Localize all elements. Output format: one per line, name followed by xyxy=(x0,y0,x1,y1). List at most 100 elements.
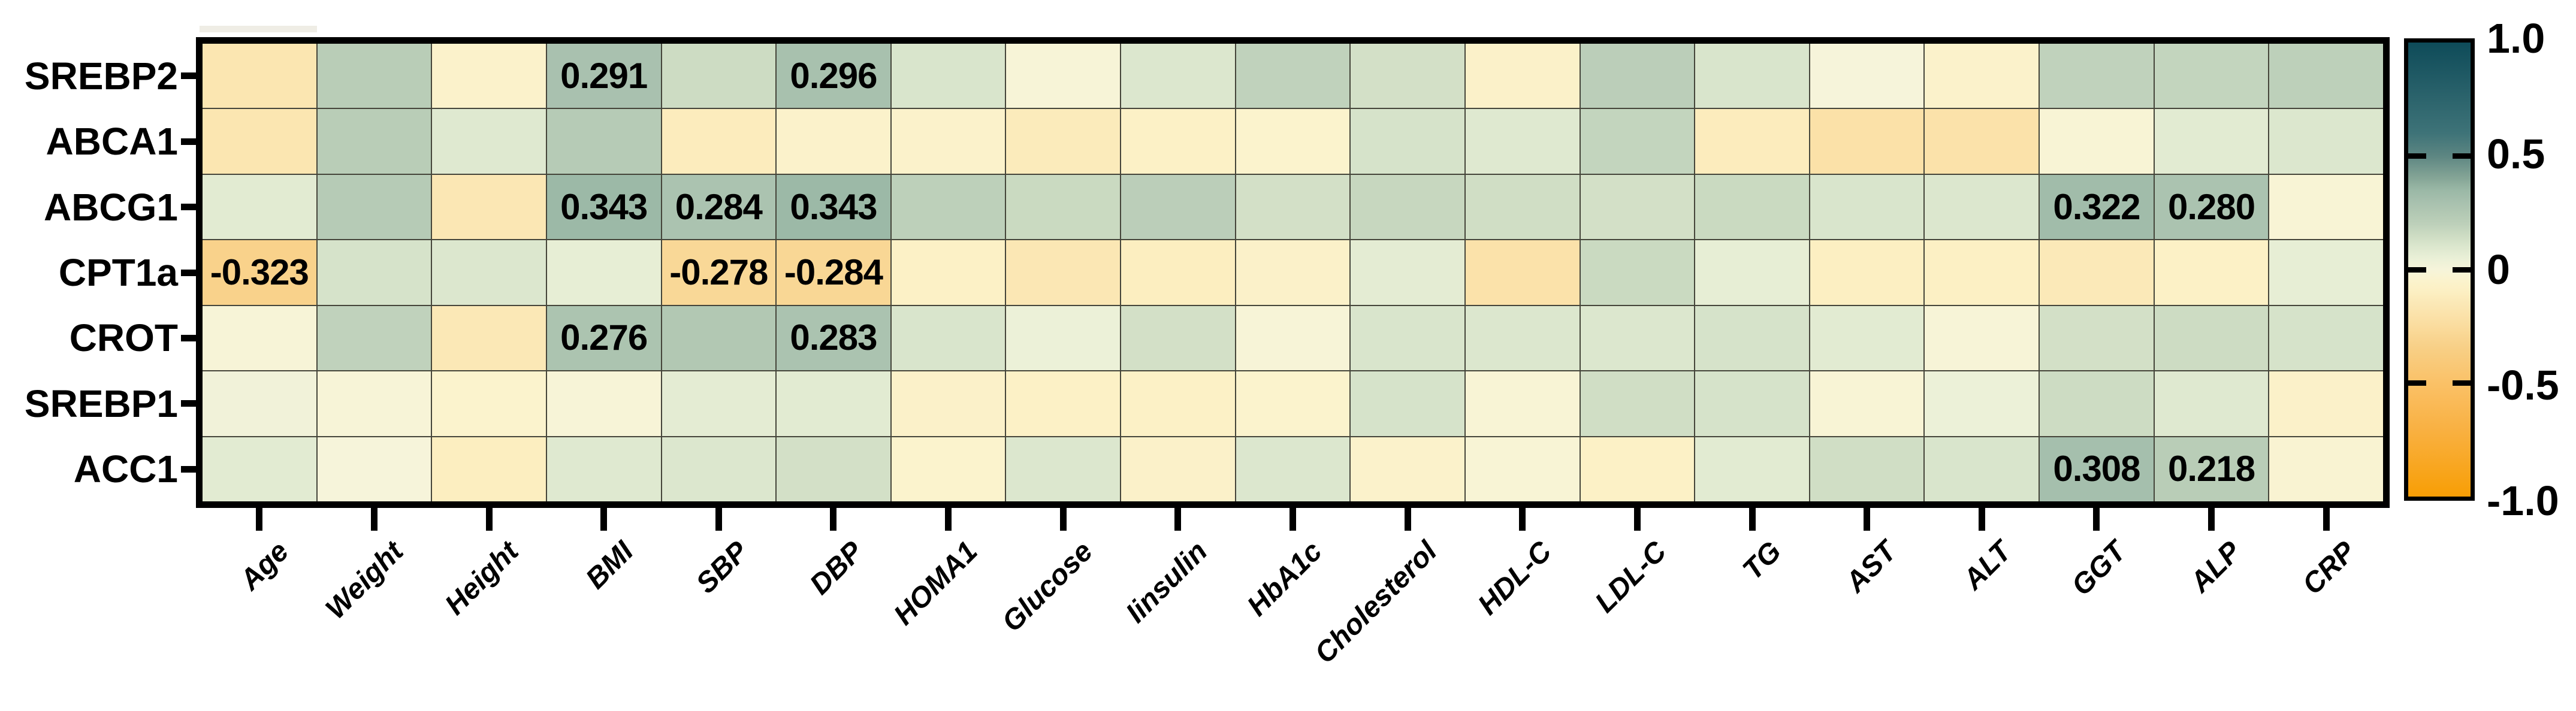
heatmap-cell xyxy=(1351,109,1464,174)
cell-value-label: 0.308 xyxy=(2053,449,2140,489)
heatmap-cell xyxy=(1925,371,2039,436)
heatmap-cell xyxy=(1695,174,1809,240)
heatmap-cell xyxy=(1810,305,1924,371)
heatmap-cell xyxy=(317,437,431,501)
cell-value-label: -0.278 xyxy=(669,252,768,292)
heatmap-cell xyxy=(1351,44,1464,108)
colorbar-tick-label: -0.5 xyxy=(2487,362,2559,409)
heatmap-cell: 0.280 xyxy=(2154,174,2269,240)
heatmap-cell xyxy=(1925,437,2039,501)
heatmap-cell xyxy=(1925,44,2039,108)
heatmap-cell xyxy=(432,44,546,108)
row-tick xyxy=(181,138,196,145)
column-label: AST xyxy=(1839,535,1903,599)
row-tick xyxy=(181,400,196,407)
heatmap-cell xyxy=(2040,44,2154,108)
column-label: ALP xyxy=(2184,535,2247,599)
heatmap-cell xyxy=(1580,240,1695,305)
heatmap-cell xyxy=(1580,174,1695,240)
colorbar-tick xyxy=(2408,380,2426,386)
heatmap-cell xyxy=(1006,109,1121,174)
cell-value-label: 0.291 xyxy=(560,55,648,96)
row-label: ABCA1 xyxy=(46,120,178,164)
heatmap-cell xyxy=(662,437,776,501)
heatmap-cell xyxy=(1925,240,2039,305)
column-tick xyxy=(2323,508,2330,531)
heatmap-cell xyxy=(1006,305,1121,371)
cell-value-label: 0.284 xyxy=(675,186,763,227)
colorbar-tick xyxy=(2453,267,2471,273)
heatmap-cell: -0.323 xyxy=(203,240,316,305)
heatmap-cell xyxy=(1236,174,1350,240)
row-tick xyxy=(181,465,196,473)
heatmap-cell xyxy=(1580,44,1695,108)
heatmap-cell xyxy=(1465,305,1580,371)
heatmap-cell xyxy=(1580,305,1695,371)
heatmap-cell: 0.296 xyxy=(777,44,890,108)
heatmap-cell xyxy=(1236,371,1350,436)
heatmap-cell xyxy=(1121,371,1235,436)
heatmap-cell xyxy=(2040,240,2154,305)
column-label: CRP xyxy=(2296,535,2362,601)
cell-value-label: 0.343 xyxy=(560,186,648,227)
heatmap-cell xyxy=(317,305,431,371)
heatmap-cell xyxy=(546,371,661,436)
heatmap-cell xyxy=(432,305,546,371)
row-label: SREBP1 xyxy=(24,382,178,425)
heatmap-cell xyxy=(432,371,546,436)
column-tick xyxy=(2093,508,2100,531)
column-label: Weight xyxy=(319,535,410,625)
heatmap-cell xyxy=(2154,44,2269,108)
cell-value-label: 0.283 xyxy=(790,317,877,358)
heatmap-cell xyxy=(1121,437,1235,501)
heatmap-cell xyxy=(1580,437,1695,501)
heatmap-cell xyxy=(546,109,661,174)
heatmap-cell: 0.218 xyxy=(2154,437,2269,501)
heatmap-cell xyxy=(777,371,890,436)
heatmap-cell xyxy=(1236,437,1350,501)
column-tick xyxy=(1404,508,1411,531)
colorbar-tick-label: 1.0 xyxy=(2487,15,2545,62)
column-label: Glucose xyxy=(996,535,1099,639)
cell-value-label: 0.322 xyxy=(2053,186,2140,227)
column-label: LDL-C xyxy=(1589,535,1673,619)
heatmap-cell xyxy=(203,371,316,436)
heatmap-cell xyxy=(1465,109,1580,174)
heatmap-cell xyxy=(1006,240,1121,305)
column-tick xyxy=(1289,508,1296,531)
heatmap-cell xyxy=(1236,109,1350,174)
column-tick xyxy=(370,508,378,531)
heatmap-cell xyxy=(1580,371,1695,436)
column-label: TG xyxy=(1737,535,1788,586)
scan-artifact xyxy=(200,26,317,32)
cell-value-label: -0.284 xyxy=(784,252,883,292)
cell-value-label: 0.218 xyxy=(2167,449,2255,489)
heatmap-cell: 0.276 xyxy=(546,305,661,371)
cell-value-label: 0.280 xyxy=(2167,186,2255,227)
heatmap-cell xyxy=(1006,44,1121,108)
row-tick xyxy=(181,334,196,341)
heatmap-cell xyxy=(2154,240,2269,305)
heatmap-cell xyxy=(891,305,1005,371)
heatmap-cell xyxy=(317,109,431,174)
cell-value-label: 0.296 xyxy=(790,55,877,96)
heatmap-cell xyxy=(546,240,661,305)
heatmap-cell xyxy=(891,44,1005,108)
heatmap-cell xyxy=(777,109,890,174)
heatmap-cell xyxy=(432,437,546,501)
heatmap-cell xyxy=(1465,44,1580,108)
heatmap-cell xyxy=(1006,437,1121,501)
heatmap-cell xyxy=(203,109,316,174)
heatmap-cell: 0.308 xyxy=(2040,437,2154,501)
heatmap-cell xyxy=(1006,371,1121,436)
column-tick xyxy=(1633,508,1641,531)
column-label: Iinsulin xyxy=(1119,535,1214,630)
heatmap-cell xyxy=(2269,305,2383,371)
heatmap-cell xyxy=(1695,240,1809,305)
column-label: Cholesterol xyxy=(1309,535,1443,670)
column-label: Height xyxy=(439,535,525,621)
heatmap-cell xyxy=(1925,174,2039,240)
column-tick xyxy=(1978,508,1985,531)
heatmap-cell xyxy=(2040,109,2154,174)
row-label: ACC1 xyxy=(73,447,178,491)
